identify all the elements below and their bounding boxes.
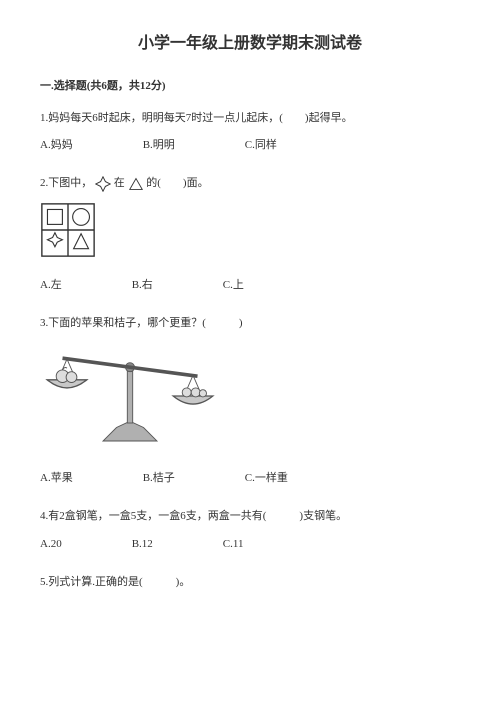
q2-opt-a: A.左: [40, 276, 62, 296]
question-4: 4.有2盒钢笔，一盒5支，一盒6支，两盒一共有( )支钢笔。 A.20 B.12…: [40, 507, 460, 555]
q2-prefix: 2.下图中，: [40, 177, 92, 189]
q2-mid: 在: [114, 177, 125, 189]
q2-opt-c: C.上: [223, 276, 244, 296]
q3-opt-b: B.桔子: [143, 469, 175, 489]
balance-scale-image: [40, 341, 460, 459]
q3-options: A.苹果 B.桔子 C.一样重: [40, 469, 460, 489]
q1-text: 1.妈妈每天6时起床，明明每天7时过一点儿起床，( )起得早。: [40, 109, 460, 129]
q3-opt-a: A.苹果: [40, 469, 73, 489]
q1-opt-a: A.妈妈: [40, 136, 73, 156]
question-3: 3.下面的苹果和桔子，哪个更重？( ): [40, 314, 460, 489]
q2-text: 2.下图中， 在 的( )面。: [40, 174, 460, 194]
star-icon: [95, 176, 111, 192]
page-title: 小学一年级上册数学期末测试卷: [40, 30, 460, 59]
question-5: 5.列式计算.正确的是( )。: [40, 573, 460, 593]
q3-text: 3.下面的苹果和桔子，哪个更重？( ): [40, 314, 460, 334]
q4-options: A.20 B.12 C.11: [40, 535, 460, 555]
shape-grid-image: [40, 202, 460, 266]
q4-text: 4.有2盒钢笔，一盒5支，一盒6支，两盒一共有( )支钢笔。: [40, 507, 460, 527]
q2-opt-b: B.右: [132, 276, 153, 296]
q4-opt-c: C.11: [223, 535, 244, 555]
q4-opt-a: A.20: [40, 535, 62, 555]
triangle-icon: [128, 177, 144, 191]
section-header: 一.选择题(共6题，共12分): [40, 77, 460, 97]
q4-opt-b: B.12: [132, 535, 153, 555]
q1-options: A.妈妈 B.明明 C.同样: [40, 136, 460, 156]
q2-options: A.左 B.右 C.上: [40, 276, 460, 296]
q3-opt-c: C.一样重: [245, 469, 288, 489]
q2-suffix: 的( )面。: [146, 177, 208, 189]
q1-opt-c: C.同样: [245, 136, 277, 156]
q1-opt-b: B.明明: [143, 136, 175, 156]
q5-text: 5.列式计算.正确的是( )。: [40, 573, 460, 593]
question-2: 2.下图中， 在 的( )面。 A.左: [40, 174, 460, 295]
question-1: 1.妈妈每天6时起床，明明每天7时过一点儿起床，( )起得早。 A.妈妈 B.明…: [40, 109, 460, 157]
